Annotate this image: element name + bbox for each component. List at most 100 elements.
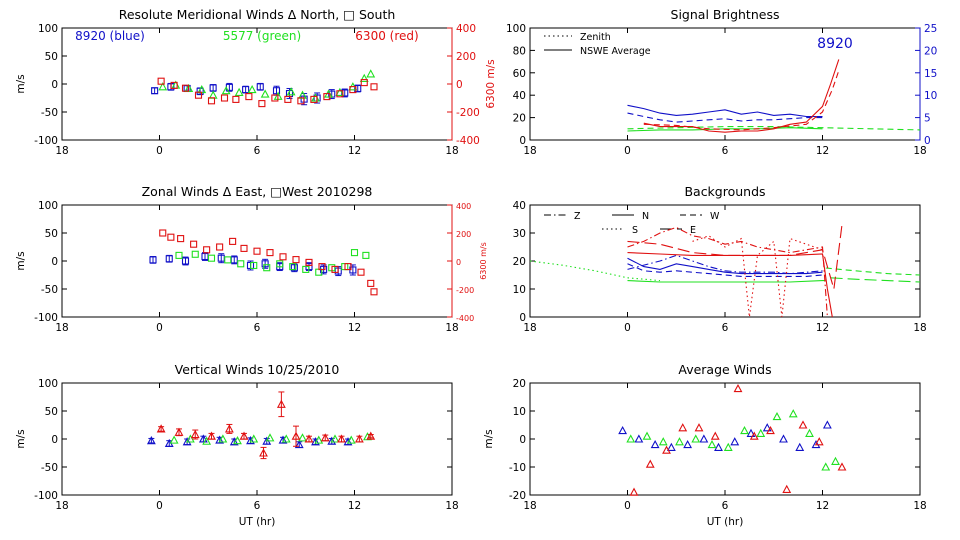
y-tick-label: -50 [41, 462, 58, 474]
y-tick-label: 40 [513, 90, 526, 102]
y-axis-label: m/s [483, 429, 495, 448]
data-point [276, 399, 286, 408]
data-point [263, 264, 271, 272]
y-tick-label: -100 [34, 490, 58, 502]
y-axis-label: m/s [15, 74, 27, 93]
data-point [245, 93, 253, 101]
x-tick-label: 12 [348, 145, 361, 157]
series-green-1 [175, 249, 370, 276]
data-point [710, 431, 720, 440]
data-point [256, 83, 264, 91]
plot-frame [529, 27, 921, 141]
data-point [814, 437, 824, 446]
y-tick-label: 30 [513, 228, 526, 240]
data-point [258, 100, 266, 108]
y-tick-label: 0 [51, 79, 58, 91]
data-point [260, 89, 270, 98]
y-tick-label: 20 [513, 256, 526, 268]
data-point [294, 439, 304, 449]
x-tick-label: 12 [816, 322, 829, 334]
y2-tick-label: 15 [924, 68, 937, 80]
data-point [181, 257, 190, 265]
data-point [354, 434, 364, 443]
x-axis-label: UT (hr) [707, 516, 744, 528]
data-point [224, 424, 234, 433]
series-green-2 [825, 267, 921, 276]
data-point [181, 84, 190, 92]
data-point [191, 250, 199, 258]
data-point [151, 87, 159, 95]
data-point [782, 484, 792, 493]
data-point [749, 431, 759, 440]
series-line [692, 235, 823, 318]
data-point [837, 462, 847, 471]
data-point [185, 434, 195, 443]
x-tick-label: 18 [913, 145, 926, 157]
data-point [618, 425, 628, 435]
data-point [229, 237, 237, 245]
series-line [825, 267, 921, 276]
y-tick-label: 40 [513, 200, 526, 212]
series-green-1 [626, 409, 840, 471]
data-point [292, 256, 300, 264]
data-point [249, 434, 259, 443]
y-tick-label: 0 [519, 135, 526, 147]
series-line [627, 126, 921, 131]
series-line [627, 263, 823, 277]
x-tick-label: 6 [254, 145, 261, 157]
y2-tick-label: -400 [456, 135, 480, 147]
y-tick-label: 80 [513, 45, 526, 57]
data-point [239, 431, 249, 440]
data-point [159, 229, 167, 237]
data-point [207, 431, 216, 440]
plot-frame [529, 204, 921, 318]
data-point [788, 409, 798, 418]
data-point [367, 279, 375, 287]
data-point [821, 462, 831, 471]
series-line [627, 252, 833, 318]
y2-tick-label: 10 [924, 90, 937, 102]
legend-label: W [710, 211, 720, 222]
data-point [366, 69, 376, 78]
series-line [830, 277, 921, 283]
y2-tick-label: 0 [456, 258, 461, 267]
y2-axis-label: 6300 m/s [479, 242, 488, 280]
data-point [167, 233, 175, 241]
y-tick-label: 100 [38, 378, 58, 390]
data-point [366, 431, 376, 440]
series-red-2 [156, 391, 376, 460]
x-tick-label: 6 [722, 500, 729, 512]
data-point [678, 423, 688, 432]
series-blue-0 [627, 104, 823, 118]
series-line [627, 112, 823, 123]
y-tick-label: -100 [34, 312, 58, 324]
data-point [314, 435, 324, 444]
series-blue-4 [627, 257, 823, 275]
x-tick-label: 18 [523, 500, 536, 512]
y2-tick-label: 400 [456, 23, 476, 35]
data-point [756, 428, 766, 437]
data-point [779, 434, 788, 443]
x-tick-label: 0 [624, 500, 631, 512]
data-point [237, 260, 245, 268]
data-point [666, 442, 676, 451]
data-point [208, 90, 218, 99]
data-point [318, 263, 326, 271]
x-tick-label: 12 [816, 145, 829, 157]
x-tick-label: 6 [254, 500, 261, 512]
data-point [327, 436, 337, 445]
data-point [795, 442, 805, 451]
data-point [266, 249, 274, 257]
data-point [662, 445, 671, 454]
series-line [643, 59, 840, 133]
data-point [242, 86, 250, 94]
y2-tick-label: 20 [924, 45, 937, 57]
data-point [170, 81, 178, 89]
data-point [346, 435, 356, 444]
y-tick-label: 10 [513, 406, 526, 418]
x-tick-label: 18 [523, 145, 536, 157]
data-point [198, 434, 208, 443]
chart-title: Resolute Meridional Winds Δ North, □ Sou… [119, 7, 396, 22]
